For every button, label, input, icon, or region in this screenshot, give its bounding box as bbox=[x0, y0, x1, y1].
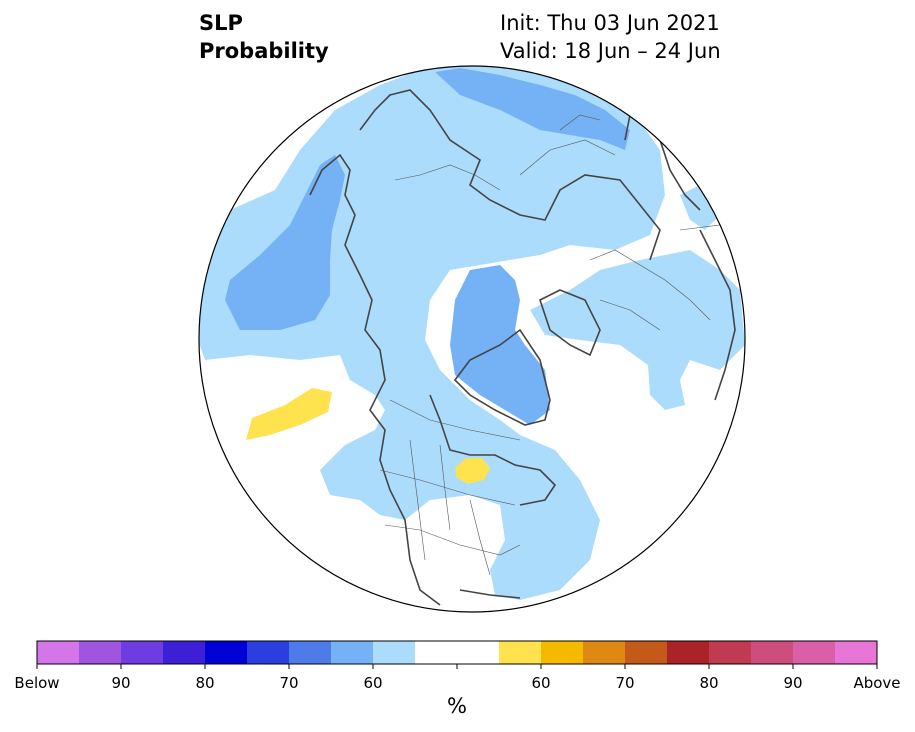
colorbar-swatch bbox=[499, 641, 542, 664]
colorbar-swatch bbox=[667, 641, 710, 664]
init-date: Init: Thu 03 Jun 2021 bbox=[500, 11, 720, 35]
colorbar-swatch bbox=[79, 641, 122, 664]
product-title: Probability bbox=[199, 39, 329, 63]
probability-fields bbox=[199, 66, 745, 612]
colorbar-tick-label: 90 bbox=[783, 674, 803, 692]
map-title-left: SLP Probability bbox=[199, 9, 329, 65]
colorbar-swatch bbox=[583, 641, 626, 664]
colorbar-swatch bbox=[457, 641, 500, 664]
variable-title: SLP bbox=[199, 11, 243, 35]
colorbar-swatch bbox=[709, 641, 752, 664]
colorbar-tick-label: 70 bbox=[615, 674, 635, 692]
scandinavia-light-blue-region bbox=[680, 185, 720, 230]
hudson-yellow-region bbox=[455, 458, 490, 484]
colorbar-swatch bbox=[247, 641, 290, 664]
colorbar-tick-label: Below bbox=[14, 674, 60, 692]
map-boundary bbox=[198, 65, 746, 613]
country-borders bbox=[379, 114, 741, 576]
colorbar-tick-label: 70 bbox=[279, 674, 299, 692]
colorbar-swatch bbox=[373, 641, 416, 664]
colorbar-tick-label: Above bbox=[853, 674, 901, 692]
europe-light-blue-region bbox=[530, 250, 745, 410]
valid-dates: Valid: 18 Jun – 24 Jun bbox=[500, 39, 721, 63]
colorbar-tick-label: 60 bbox=[363, 674, 383, 692]
colorbar bbox=[36, 640, 878, 669]
colorbar-swatch bbox=[163, 641, 206, 664]
colorbar-swatch bbox=[625, 641, 668, 664]
pacific-yellow-region bbox=[246, 388, 332, 440]
map-title-right: Init: Thu 03 Jun 2021 Valid: 18 Jun – 24… bbox=[500, 9, 721, 65]
siberia-medium-blue-region bbox=[435, 68, 630, 150]
colorbar-tick-label: 90 bbox=[111, 674, 131, 692]
colorbar-swatch bbox=[541, 641, 584, 664]
colorbar-ticks bbox=[36, 664, 878, 669]
colorbar-tick-label: 80 bbox=[699, 674, 719, 692]
colorbar-units: % bbox=[447, 694, 467, 718]
colorbar-swatch bbox=[415, 641, 458, 664]
colorbar-swatch bbox=[751, 641, 794, 664]
polar-map bbox=[198, 65, 746, 613]
colorbar-tick-label: 60 bbox=[531, 674, 551, 692]
colorbar-swatch bbox=[835, 641, 878, 664]
colorbar-swatch bbox=[121, 641, 164, 664]
colorbar-swatch bbox=[205, 641, 248, 664]
colorbar-swatches bbox=[37, 641, 878, 664]
colorbar-tick-label: 80 bbox=[195, 674, 215, 692]
colorbar-swatch bbox=[289, 641, 332, 664]
colorbar-swatch bbox=[793, 641, 836, 664]
colorbar-swatch bbox=[37, 641, 80, 664]
pacific-medium-blue-region bbox=[225, 155, 345, 330]
colorbar-swatch bbox=[331, 641, 374, 664]
